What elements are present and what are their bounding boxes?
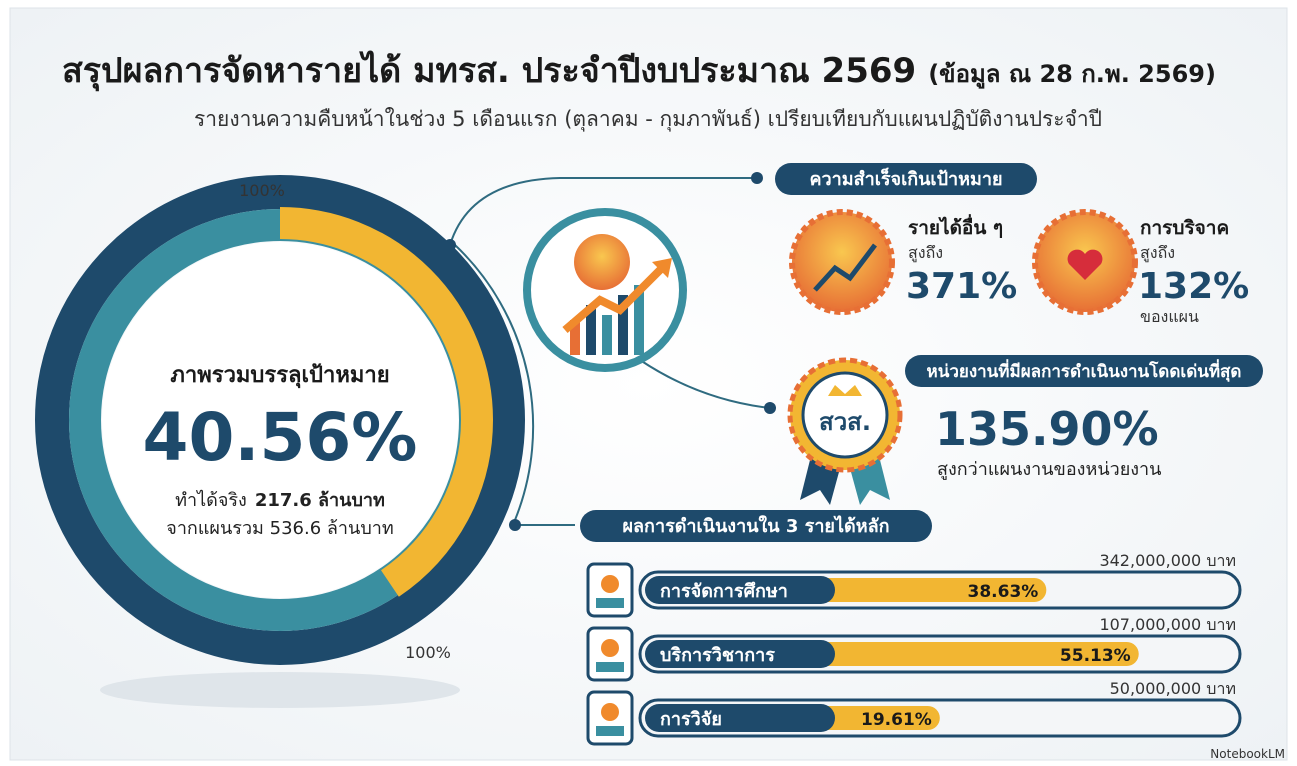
item-name: รายได้อื่น ๆ [908, 214, 1003, 239]
overview-value: 40.56% [143, 399, 418, 476]
row-icon-dot [601, 575, 619, 593]
item-value: 132% [1138, 266, 1249, 307]
row-name: การจัดการศึกษา [660, 581, 788, 602]
top-unit-heading: หน่วยงานที่มีผลการดำเนินงานโดดเด่นที่สุด [927, 359, 1242, 382]
achievements-heading: ความสำเร็จเกินเป้าหมาย [809, 167, 1002, 190]
subtitle: รายงานความคืบหน้าในช่วง 5 เดือนแรก (ตุลา… [194, 107, 1102, 132]
row-icon-dot [601, 703, 619, 721]
row-value: 55.13% [1060, 646, 1131, 666]
name-pill [645, 704, 835, 732]
overview-actual: ทำได้จริง 217.6 ล้านบาท [175, 489, 385, 511]
row-icon-base [596, 598, 624, 608]
bar [810, 578, 1047, 602]
pill [905, 355, 1263, 387]
outer-ring [35, 175, 525, 665]
ring-end-label: 100% [405, 643, 451, 662]
title: สรุปผลการจัดหารายได้ มทรส. ประจำปีงบประม… [62, 50, 1216, 92]
item-prefix: สูงถึง [908, 243, 943, 263]
badge-label: สวส. [819, 408, 871, 436]
top-unit-note: สูงกว่าแผนงานของหน่วยงาน [937, 459, 1161, 480]
footer: NotebookLM [1210, 747, 1285, 761]
donut-center [102, 242, 458, 598]
progress-arc [67, 207, 493, 633]
top-unit-value: 135.90% [935, 402, 1159, 456]
name-pill [645, 640, 835, 668]
row-icon-base [596, 726, 624, 736]
name-pill [645, 576, 835, 604]
row-name: การวิจัย [660, 709, 722, 730]
overview-heading: ภาพรวมบรรลุเป้าหมาย [170, 363, 389, 389]
item-prefix: สูงถึง [1140, 243, 1175, 263]
pill [775, 163, 1037, 195]
overview-plan: จากแผนรวม 536.6 ล้านบาท [166, 518, 393, 539]
bar [810, 642, 1139, 666]
row-icon-base [596, 662, 624, 672]
main-income-heading: ผลการดำเนินงานใน 3 รายได้หลัก [622, 515, 889, 537]
item-name: การบริจาค [1140, 217, 1229, 239]
pill [580, 510, 932, 542]
row-value: 38.63% [968, 582, 1039, 602]
award-badge [787, 357, 903, 505]
target-label: 342,000,000 บาท [1099, 551, 1236, 570]
item-value: 371% [906, 266, 1017, 307]
badge [789, 209, 1138, 315]
row-value: 19.61% [861, 710, 932, 730]
growth-icon-art [562, 234, 672, 355]
ring-start-label: 100% [239, 181, 285, 200]
target-label: 107,000,000 บาท [1099, 615, 1236, 634]
connectors [449, 177, 771, 526]
shadow [100, 672, 460, 708]
target-label: 50,000,000 บาท [1110, 679, 1236, 698]
item-suffix: ของแผน [1140, 307, 1199, 326]
bar [810, 706, 940, 730]
row-name: บริการวิชาการ [660, 645, 775, 666]
row-icon-dot [601, 639, 619, 657]
